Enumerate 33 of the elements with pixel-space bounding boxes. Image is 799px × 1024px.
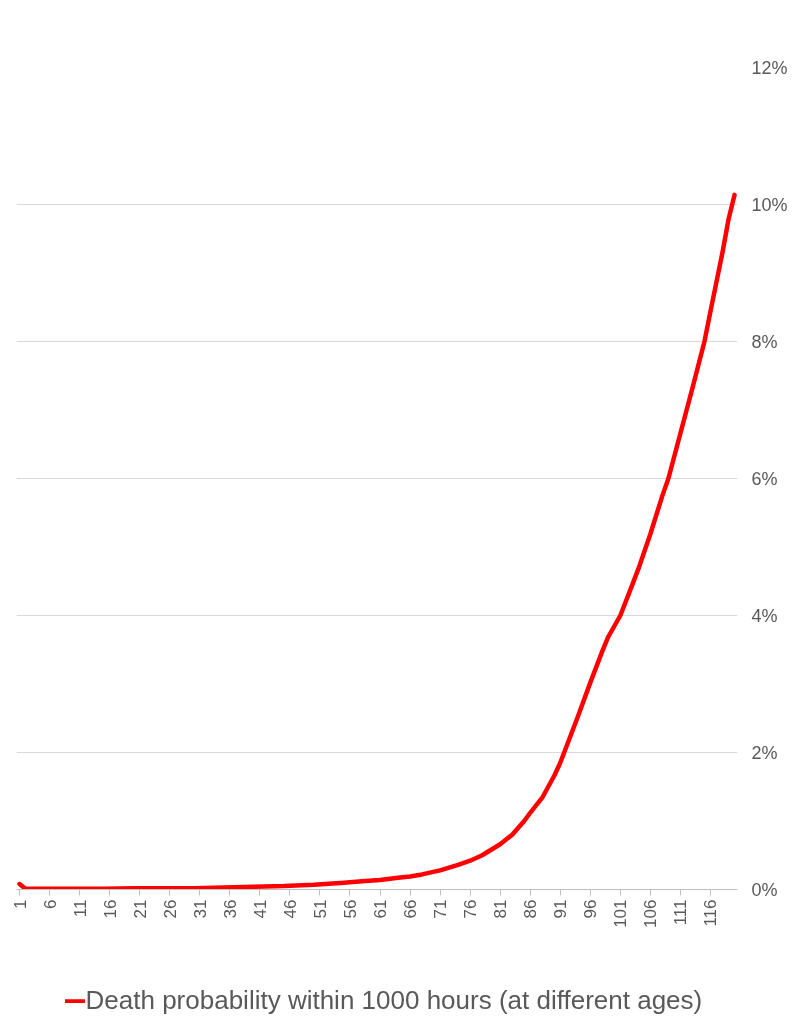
y-tick-label: 2%: [751, 742, 778, 763]
x-tick-label: 101: [611, 899, 631, 928]
x-tick-label: 26: [160, 899, 180, 919]
legend-label: Death probability within 1000 hours (at different ages): [85, 985, 703, 1016]
x-tick-label: 91: [551, 899, 571, 919]
x-tick-label: 21: [130, 899, 150, 919]
x-tick-label: 6: [40, 899, 60, 909]
y-tick-label: 8%: [751, 331, 778, 352]
x-tick-label: 56: [340, 899, 360, 919]
y-tick-label: 12%: [751, 57, 788, 78]
x-tick-label: 116: [701, 899, 721, 927]
x-tick-label: 86: [521, 899, 541, 919]
x-tick-label: 66: [401, 899, 421, 919]
x-tick-label: 31: [190, 899, 210, 919]
y-tick-label: 0%: [751, 879, 778, 900]
x-tick-label: 96: [581, 899, 601, 919]
y-tick-label: 10%: [751, 194, 788, 215]
line-series: [17, 192, 737, 890]
x-tick-label: 51: [310, 899, 330, 919]
x-tick-label: 106: [641, 899, 661, 928]
x-tick-label: 111: [671, 899, 691, 926]
x-tick-label: 36: [220, 899, 240, 919]
y-tick-label: 4%: [751, 605, 778, 626]
x-tick-label: 71: [431, 899, 451, 919]
x-tick-label: 41: [250, 899, 270, 919]
x-tick-label: 76: [461, 899, 481, 919]
x-tick-label: 61: [371, 899, 390, 919]
x-tick-label: 11: [70, 899, 90, 918]
x-tick-label: 16: [100, 899, 120, 919]
x-tick-label: 81: [491, 899, 511, 919]
x-tick-label: 46: [280, 899, 300, 919]
x-tick-label: 1: [10, 899, 30, 909]
y-tick-label: 6%: [751, 468, 778, 489]
